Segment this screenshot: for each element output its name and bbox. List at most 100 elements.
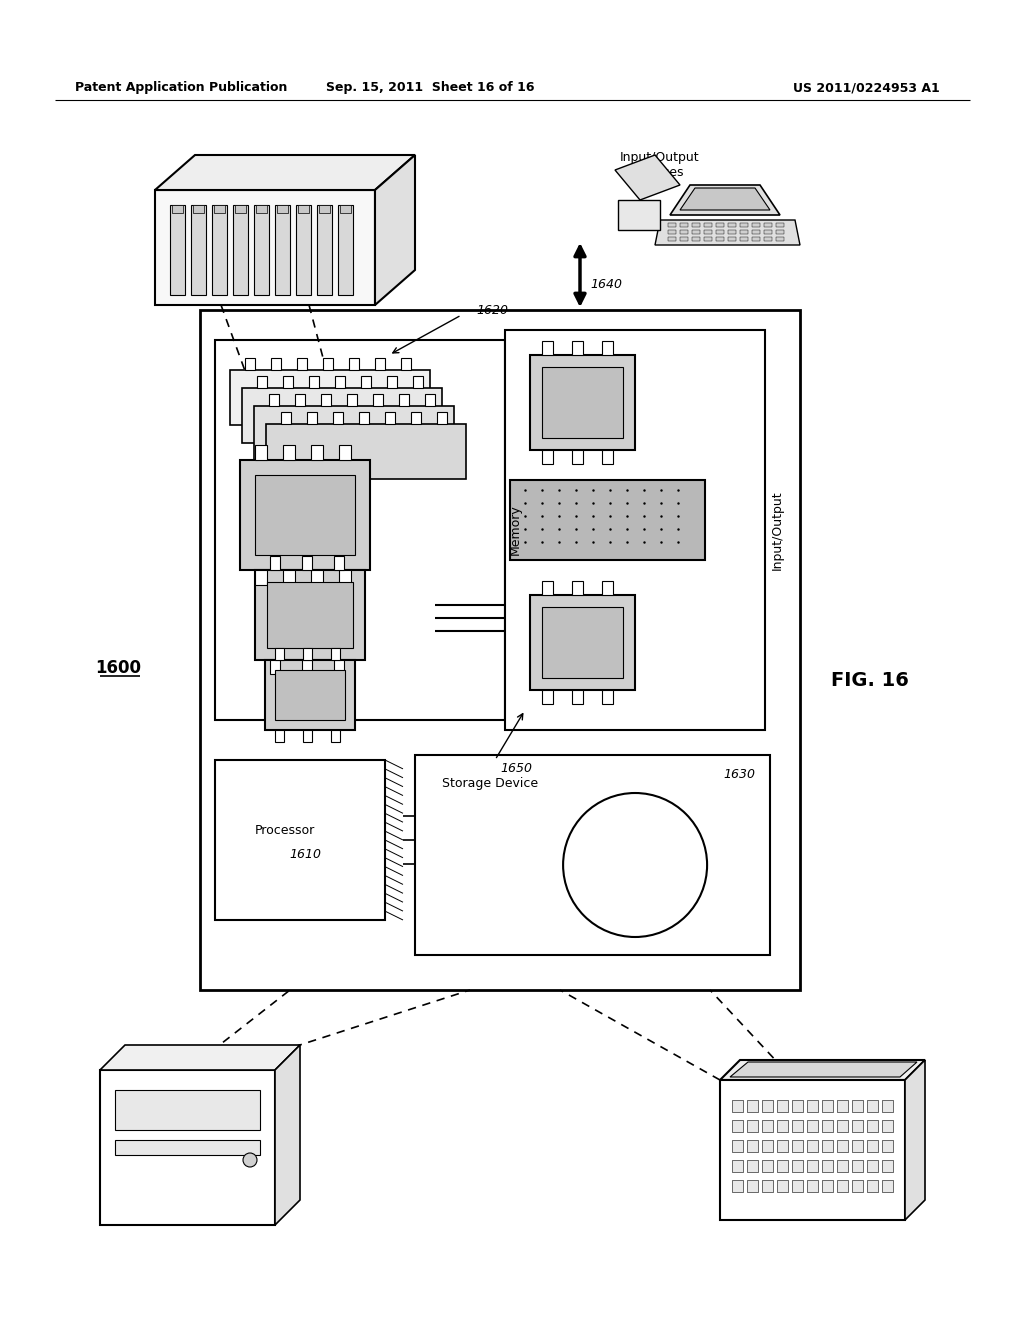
Bar: [728, 230, 736, 234]
Bar: [882, 1160, 893, 1172]
Bar: [572, 341, 583, 355]
Bar: [777, 1140, 788, 1152]
Bar: [668, 238, 676, 242]
Bar: [728, 238, 736, 242]
Bar: [602, 581, 613, 595]
Bar: [256, 205, 267, 213]
Polygon shape: [375, 154, 415, 305]
Bar: [882, 1119, 893, 1133]
Bar: [415, 755, 770, 954]
Bar: [170, 205, 185, 294]
Bar: [716, 223, 724, 227]
Polygon shape: [670, 185, 780, 215]
Bar: [317, 205, 332, 294]
Bar: [692, 223, 700, 227]
Bar: [338, 205, 353, 294]
Bar: [852, 1180, 863, 1192]
Circle shape: [243, 1152, 257, 1167]
Bar: [340, 205, 351, 213]
Polygon shape: [155, 154, 415, 190]
Bar: [792, 1100, 803, 1111]
Bar: [777, 1160, 788, 1172]
Bar: [692, 238, 700, 242]
Polygon shape: [680, 187, 770, 210]
Bar: [728, 223, 736, 227]
Bar: [867, 1140, 878, 1152]
Bar: [266, 424, 466, 479]
Bar: [542, 367, 623, 438]
Bar: [882, 1140, 893, 1152]
Bar: [776, 230, 784, 234]
Bar: [852, 1140, 863, 1152]
Bar: [680, 238, 688, 242]
Bar: [335, 376, 345, 388]
Text: Patent Application Publication: Patent Application Publication: [75, 82, 288, 95]
Bar: [732, 1180, 743, 1192]
Polygon shape: [730, 1063, 918, 1077]
Bar: [542, 341, 553, 355]
Polygon shape: [720, 1060, 925, 1080]
Text: 1650: 1650: [500, 762, 532, 775]
Text: Memory: Memory: [509, 504, 521, 556]
Bar: [792, 1140, 803, 1152]
Bar: [764, 238, 772, 242]
Bar: [882, 1180, 893, 1192]
Bar: [271, 358, 281, 370]
Bar: [275, 648, 284, 660]
Bar: [542, 450, 553, 465]
Bar: [602, 341, 613, 355]
Bar: [762, 1160, 773, 1172]
Bar: [411, 412, 421, 424]
Bar: [155, 190, 375, 305]
Bar: [172, 205, 183, 213]
Bar: [375, 358, 385, 370]
Bar: [764, 230, 772, 234]
Bar: [542, 581, 553, 595]
Bar: [303, 730, 312, 742]
Bar: [295, 393, 305, 407]
Bar: [764, 223, 772, 227]
Bar: [807, 1140, 818, 1152]
Text: FIG. 16: FIG. 16: [831, 671, 909, 689]
Text: 1600: 1600: [95, 659, 141, 677]
Bar: [413, 376, 423, 388]
Bar: [807, 1100, 818, 1111]
Bar: [720, 1080, 905, 1220]
Bar: [373, 393, 383, 407]
Bar: [331, 730, 340, 742]
Bar: [867, 1119, 878, 1133]
Bar: [296, 205, 311, 294]
Bar: [359, 412, 369, 424]
Bar: [852, 1119, 863, 1133]
Bar: [618, 201, 660, 230]
Bar: [807, 1119, 818, 1133]
Bar: [705, 223, 712, 227]
Bar: [275, 730, 284, 742]
Bar: [572, 450, 583, 465]
Bar: [792, 1119, 803, 1133]
Bar: [270, 660, 280, 675]
Bar: [385, 412, 395, 424]
Bar: [777, 1180, 788, 1192]
Bar: [732, 1119, 743, 1133]
Bar: [269, 393, 279, 407]
Bar: [740, 230, 748, 234]
Text: 1640: 1640: [590, 279, 622, 292]
Bar: [387, 376, 397, 388]
Bar: [822, 1180, 833, 1192]
Bar: [255, 445, 267, 459]
Bar: [732, 1140, 743, 1152]
Circle shape: [563, 793, 708, 937]
Bar: [542, 690, 553, 704]
Bar: [807, 1180, 818, 1192]
Bar: [837, 1180, 848, 1192]
Bar: [334, 556, 344, 570]
Text: 1610: 1610: [289, 849, 321, 862]
Bar: [746, 1180, 758, 1192]
Bar: [234, 205, 246, 213]
Bar: [254, 205, 269, 294]
Bar: [762, 1140, 773, 1152]
Bar: [777, 1119, 788, 1133]
Bar: [692, 230, 700, 234]
Bar: [215, 341, 505, 719]
